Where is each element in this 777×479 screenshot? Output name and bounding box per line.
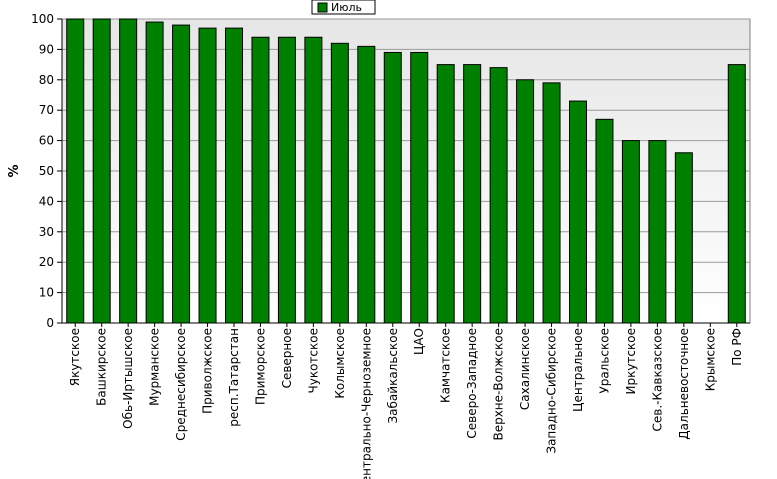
bar [569, 100, 587, 324]
bar [489, 67, 508, 324]
y-tick-label: 90 [39, 42, 54, 56]
y-tick-label: 0 [46, 316, 54, 330]
x-tick-label: Дальневосточное [677, 328, 691, 440]
x-tick-label: Иркутское [624, 328, 638, 395]
x-tick-label: Верхне-Волжское [492, 328, 506, 441]
x-tick-label: респ.Татарстан [227, 328, 241, 427]
legend-box [311, 0, 376, 15]
x-tick-label: Чукотское [306, 328, 320, 393]
y-tick-label: 100 [31, 12, 54, 26]
bar [277, 36, 296, 324]
y-tick-label: 60 [39, 134, 54, 148]
y-tick-label: 30 [39, 225, 54, 239]
bars [66, 18, 746, 324]
x-tick-label: По РФ [730, 328, 744, 366]
bar [383, 51, 402, 324]
y-tick-label: 80 [39, 73, 54, 87]
legend: Июль [311, 0, 376, 15]
y-tick-label: 50 [39, 164, 54, 178]
bar [225, 27, 243, 324]
x-tick-label: ЦАО [412, 328, 426, 355]
x-tick-label: Камчатское [439, 328, 453, 403]
bar [648, 140, 667, 324]
y-tick-label: 40 [39, 194, 54, 208]
x-tick-label: Среднесибирское [174, 328, 188, 441]
legend-label: Июль [331, 1, 362, 14]
bar [516, 79, 535, 324]
x-tick-label: Центральное [571, 328, 585, 412]
x-tick-label: Северо-Западное [465, 328, 479, 439]
x-tick-label: Приволжское [201, 328, 215, 414]
bar [304, 36, 323, 324]
x-tick-label: Западно-Сибирское [545, 328, 559, 454]
x-tick-label: Сахалинское [518, 328, 532, 410]
x-tick-label: Уральское [597, 328, 611, 394]
x-tick-label: Центрально-Черноземное [359, 328, 373, 479]
x-tick-label: Забайкальское [386, 328, 400, 424]
bar [251, 36, 270, 324]
bar [463, 64, 482, 324]
legend-swatch [317, 2, 328, 13]
bar [357, 45, 376, 324]
x-tick-label: Приморское [253, 328, 267, 405]
bar [66, 18, 85, 324]
bar [727, 64, 746, 324]
y-tick-label: 20 [39, 255, 54, 269]
bar [410, 51, 429, 324]
bar [145, 21, 164, 324]
bar [330, 42, 349, 324]
y-tick-label: 70 [39, 103, 54, 117]
bar [172, 24, 191, 324]
bar [198, 27, 217, 324]
x-tick-label: Мурманское [148, 328, 162, 406]
bar [621, 140, 640, 324]
x-tick-label: Колымское [333, 328, 347, 399]
x-tick-label: Северное [280, 328, 294, 388]
bar [542, 82, 561, 324]
x-tick-label: Якутское [68, 328, 82, 386]
bar [674, 152, 693, 324]
bar [119, 18, 138, 324]
x-tick-label: Сев.-Кавказское [650, 328, 664, 431]
y-tick-label: 10 [39, 286, 54, 300]
y-ticks: 0 10 20 30 40 50 60 70 80 90 100 [31, 12, 62, 330]
bar [595, 118, 614, 324]
x-tick-labels: Якутское Башкирское Обь-Иртышское Мурманско… [68, 323, 744, 479]
bar [436, 64, 455, 324]
x-tick-label: Крымское [703, 328, 717, 391]
y-axis-label: % [7, 164, 22, 177]
bar [92, 18, 111, 324]
x-tick-label: Обь-Иртышское [121, 328, 135, 429]
x-tick-label: Башкирское [95, 328, 109, 406]
